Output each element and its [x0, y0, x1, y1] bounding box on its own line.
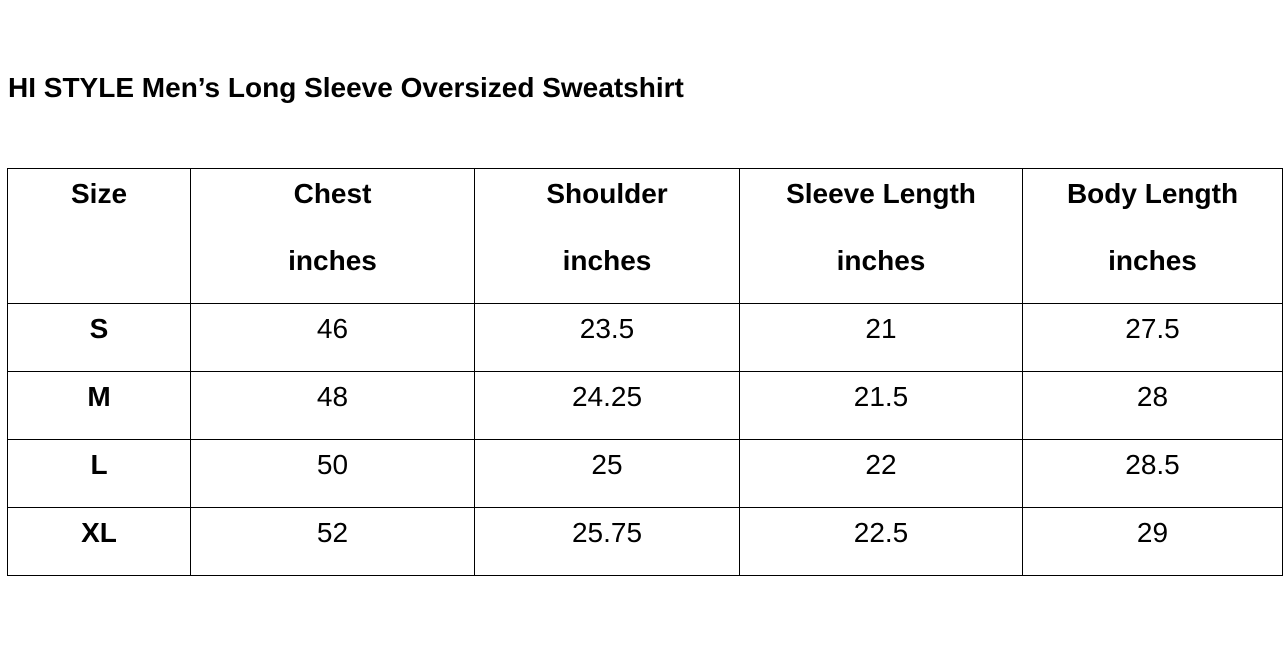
table-row: S 46 23.5 21 27.5 — [7, 303, 1283, 372]
measure-cell: 46 — [190, 303, 475, 372]
header-name: Chest — [293, 178, 372, 209]
measure-cell: 25 — [474, 439, 740, 508]
measure-cell: 48 — [190, 371, 475, 440]
header-cell: Shoulder inches — [474, 168, 740, 304]
measure-cell: 52 — [190, 507, 475, 576]
measure-cell: 50 — [190, 439, 475, 508]
header-cell: Size — [7, 168, 191, 304]
table-row: L 50 25 22 28.5 — [7, 439, 1283, 508]
size-table: Size Chest inches Shoulder inches Sleeve Leng… — [7, 168, 1283, 576]
table-body: S 46 23.5 21 27.5 M 48 24.25 21.5 28 L 50 25 22 28.5 XL… — [7, 303, 1283, 576]
header-row: Size Chest inches Shoulder inches Sleeve Leng… — [7, 168, 1283, 304]
measure-cell: 27.5 — [1022, 303, 1283, 372]
header-unit: inches — [562, 245, 652, 276]
header-name: Sleeve Length — [786, 178, 976, 209]
header-cell: Sleeve Length inches — [739, 168, 1023, 304]
header-name: Shoulder — [546, 178, 668, 209]
title: HI STYLE Men’s Long Sleeve Oversized Swe… — [8, 72, 684, 103]
size-cell: L — [7, 439, 191, 508]
measure-cell: 22 — [739, 439, 1023, 508]
header-unit: inches — [836, 245, 926, 276]
table-row: XL 52 25.75 22.5 29 — [7, 507, 1283, 576]
measure-cell: 24.25 — [474, 371, 740, 440]
table-row: M 48 24.25 21.5 28 — [7, 371, 1283, 440]
measure-cell: 21 — [739, 303, 1023, 372]
measure-cell: 28.5 — [1022, 439, 1283, 508]
size-cell: M — [7, 371, 191, 440]
header-name: Body Length — [1066, 178, 1239, 209]
measure-cell: 21.5 — [739, 371, 1023, 440]
measure-cell: 29 — [1022, 507, 1283, 576]
size-cell: S — [7, 303, 191, 372]
header-name: Size — [70, 178, 128, 209]
header-unit: inches — [288, 245, 377, 276]
header-cell: Body Length inches — [1022, 168, 1283, 304]
header-unit: inches — [1108, 245, 1197, 276]
measure-cell: 25.75 — [474, 507, 740, 576]
measure-cell: 28 — [1022, 371, 1283, 440]
size-cell: XL — [7, 507, 191, 576]
measure-cell: 23.5 — [474, 303, 740, 372]
measure-cell: 22.5 — [739, 507, 1023, 576]
header-cell: Chest inches — [190, 168, 475, 304]
